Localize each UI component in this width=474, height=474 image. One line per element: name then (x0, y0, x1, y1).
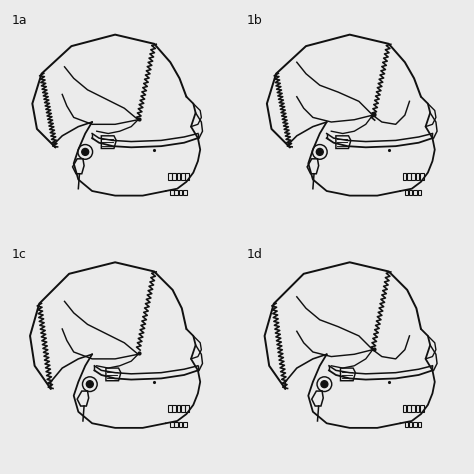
Bar (174, 422, 178, 427)
Bar (181, 405, 185, 412)
Bar (402, 173, 406, 180)
Bar (177, 405, 181, 412)
Circle shape (82, 148, 89, 155)
Bar (183, 422, 186, 427)
Bar (407, 173, 410, 180)
Bar (402, 405, 406, 412)
Bar (420, 173, 424, 180)
Bar (411, 405, 415, 412)
Bar (173, 173, 176, 180)
Bar (420, 405, 424, 412)
Bar (179, 190, 182, 195)
Bar (168, 405, 172, 412)
Circle shape (321, 381, 328, 388)
Bar (173, 405, 176, 412)
Bar (170, 190, 173, 195)
Bar (405, 422, 408, 427)
Bar (181, 173, 185, 180)
Bar (185, 405, 189, 412)
Bar (177, 173, 181, 180)
Bar (185, 173, 189, 180)
Bar (409, 190, 412, 195)
Bar (170, 422, 173, 427)
Bar (183, 190, 186, 195)
Bar (168, 173, 172, 180)
Bar (416, 173, 419, 180)
Circle shape (86, 381, 93, 388)
Bar (418, 190, 421, 195)
Text: 1c: 1c (12, 248, 27, 262)
Bar (411, 173, 415, 180)
Text: 1b: 1b (246, 14, 262, 27)
Bar (413, 190, 417, 195)
Bar (174, 190, 178, 195)
Bar (405, 190, 408, 195)
Text: 1d: 1d (246, 248, 262, 262)
Bar (418, 422, 421, 427)
Bar (179, 422, 182, 427)
Bar (416, 405, 419, 412)
Bar (409, 422, 412, 427)
Circle shape (316, 148, 323, 155)
Text: 1a: 1a (12, 14, 27, 27)
Bar (413, 422, 417, 427)
Bar (407, 405, 410, 412)
